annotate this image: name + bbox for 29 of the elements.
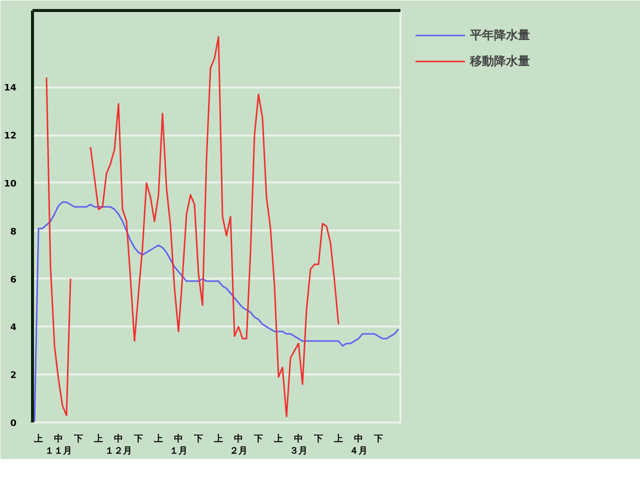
x-tick-label: 上 <box>33 434 43 444</box>
x-tick-label: 中２月 <box>230 434 248 456</box>
x-tick-label: 上 <box>273 434 283 444</box>
x-tick-label: 下 <box>133 434 143 444</box>
y-tick-label: 12 <box>4 132 17 142</box>
x-tick-label: 中１月 <box>170 434 188 456</box>
y-tick-label: 6 <box>10 275 17 286</box>
y-tick-label: 0 <box>10 419 17 429</box>
x-tick-label: 中１２月 <box>105 434 132 456</box>
x-tick-label: 中４月 <box>350 434 368 456</box>
line-series <box>34 201 400 422</box>
y-tick-label: 14 <box>4 84 17 94</box>
legend-label: 平年降水量 <box>470 26 530 44</box>
y-tick-label: 2 <box>10 371 17 382</box>
y-tick-label: 10 <box>4 179 17 190</box>
x-tick-label: 下 <box>73 434 83 444</box>
x-tick-label: 上 <box>153 434 163 444</box>
x-tick-label: 中３月 <box>290 434 308 456</box>
x-tick-label: 上 <box>93 434 103 444</box>
legend-label: 移動降水量 <box>470 52 530 70</box>
x-tick-label: 下 <box>193 434 203 444</box>
y-tick-label: 8 <box>10 227 17 238</box>
x-tick-label: 上 <box>333 434 343 444</box>
y-tick-label: 4 <box>10 323 17 334</box>
x-tick-label: 下 <box>373 434 383 444</box>
x-tick-label: 下 <box>313 434 323 444</box>
x-tick-label: 上 <box>213 434 223 444</box>
x-tick-label: 中１１月 <box>45 434 72 456</box>
x-tick-label: 下 <box>253 434 263 444</box>
